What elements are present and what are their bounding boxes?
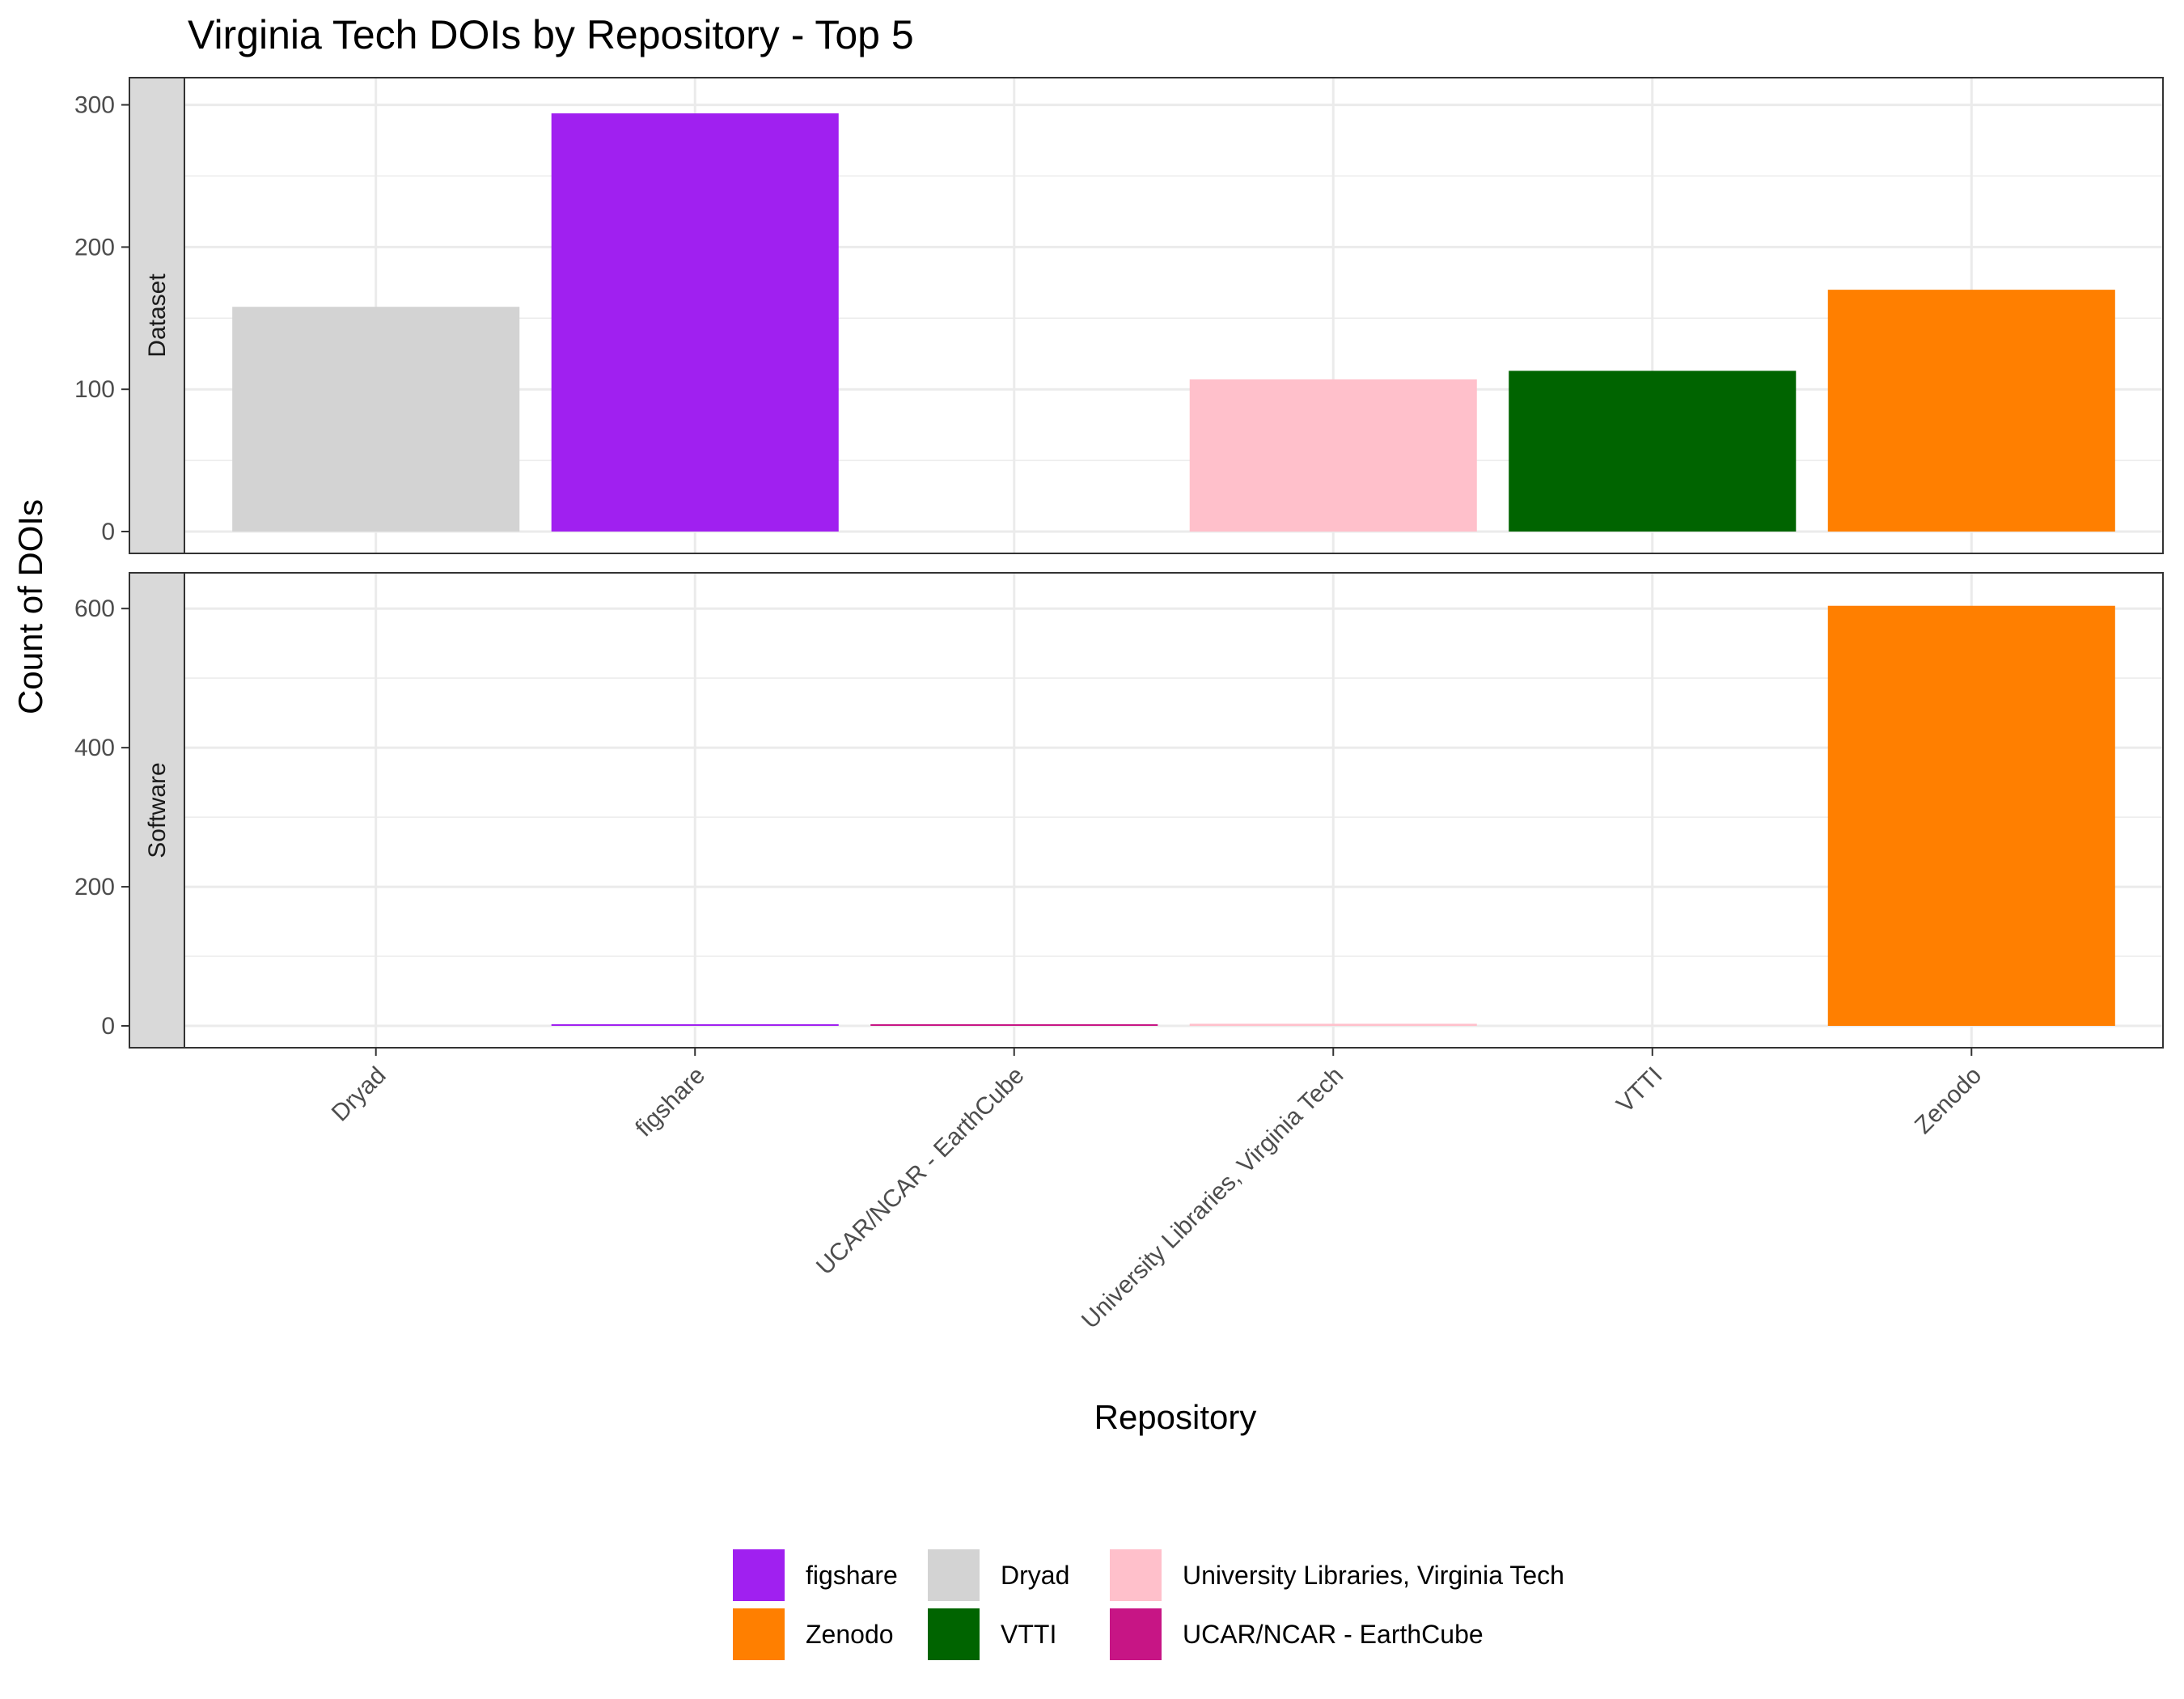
legend-item: Zenodo — [733, 1608, 894, 1660]
legend-key — [928, 1549, 980, 1601]
legend-item: UCAR/NCAR - EarthCube — [1110, 1608, 1484, 1660]
x-tick-label: University Libraries, Virginia Tech — [1077, 1062, 1348, 1334]
bar-software-ucar-ncar-earthcube — [870, 1024, 1158, 1026]
chart-title: Virginia Tech DOIs by Repository - Top 5 — [188, 12, 914, 57]
y-tick-label: 200 — [74, 234, 115, 261]
x-tick-label: figshare — [630, 1062, 710, 1142]
legend-label: University Libraries, Virginia Tech — [1183, 1561, 1564, 1590]
x-tick-label: Zenodo — [1910, 1062, 1987, 1139]
facet-strip-label: Software — [144, 762, 171, 858]
legend-item: VTTI — [928, 1608, 1056, 1660]
x-axis-title: Repository — [1094, 1398, 1257, 1436]
legend-key — [1110, 1608, 1162, 1660]
bar-dataset-zenodo — [1827, 290, 2115, 532]
legend-label: VTTI — [1001, 1620, 1056, 1649]
facet-panel-software: Software 0 200 400 600 — [74, 572, 2164, 1049]
bar-dataset-university-libraries-virginia-tech — [1189, 379, 1477, 532]
y-axis-title: Count of DOIs — [11, 499, 49, 714]
y-tick-label: 600 — [74, 595, 115, 622]
facet-panel-dataset: Dataset 0 100 200 300 — [74, 77, 2164, 554]
bar-software-zenodo — [1827, 605, 2115, 1026]
y-tick-label: 400 — [74, 735, 115, 761]
legend-key — [928, 1608, 980, 1660]
legend-key — [1110, 1549, 1162, 1601]
facet-strip — [129, 572, 185, 1049]
legend-label: figshare — [806, 1561, 898, 1590]
x-tick-label: VTTI — [1611, 1062, 1667, 1118]
bar-dataset-figshare — [551, 113, 839, 532]
x-tick-label: UCAR/NCAR - EarthCube — [811, 1062, 1030, 1281]
bar-software-figshare — [551, 1024, 839, 1026]
legend-item: figshare — [733, 1549, 898, 1601]
legend-label: Dryad — [1001, 1561, 1069, 1590]
bar-dataset-vtti — [1509, 371, 1797, 532]
y-tick-label: 300 — [74, 92, 115, 119]
legend-key — [733, 1608, 785, 1660]
y-tick-label: 0 — [101, 519, 115, 545]
legend-label: Zenodo — [806, 1620, 894, 1649]
legend: figshare Zenodo Dryad VTTI University Librar… — [733, 1549, 1564, 1660]
facet-panels: Dataset 0 100 200 300 Software 0 200 400 600 — [74, 77, 2164, 1049]
legend-item: University Libraries, Virginia Tech — [1110, 1549, 1564, 1601]
y-tick-label: 0 — [101, 1013, 115, 1040]
x-axis-tick-labels: Dryad figshare UCAR/NCAR - EarthCube Univer… — [327, 1048, 1987, 1334]
y-tick-label: 200 — [74, 874, 115, 900]
bar-dataset-dryad — [232, 307, 520, 532]
facet-strip — [129, 77, 185, 554]
y-tick-label: 100 — [74, 376, 115, 403]
legend-key — [733, 1549, 785, 1601]
x-tick-label: Dryad — [327, 1062, 392, 1127]
facet-strip-label: Dataset — [144, 273, 171, 358]
bar-software-university-libraries-virginia-tech — [1189, 1023, 1477, 1026]
legend-label: UCAR/NCAR - EarthCube — [1183, 1620, 1484, 1649]
legend-item: Dryad — [928, 1549, 1069, 1601]
